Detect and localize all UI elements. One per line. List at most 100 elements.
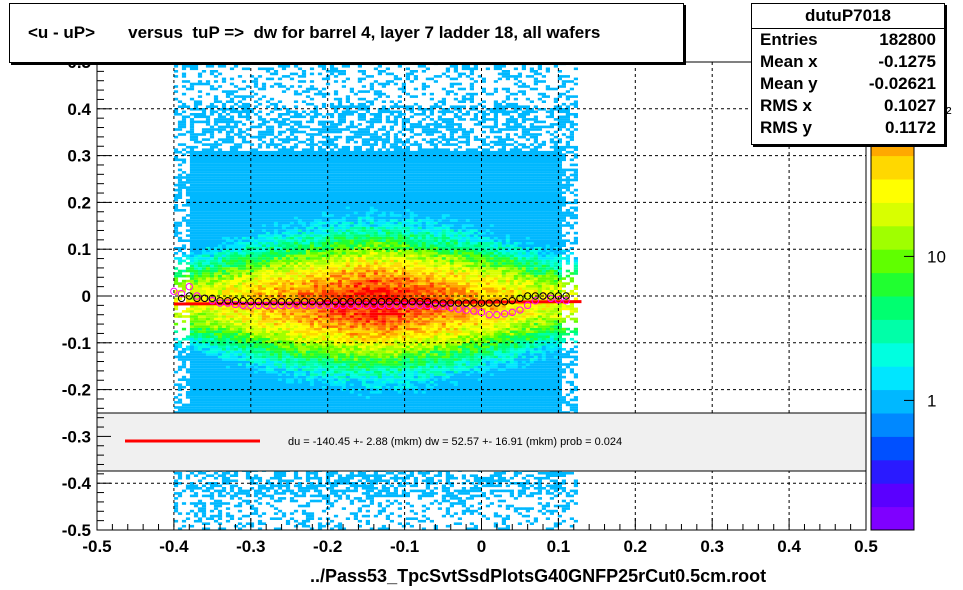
heatmap-cell: [305, 229, 311, 232]
heatmap-cell: [273, 300, 279, 303]
heatmap-cell: [309, 348, 315, 351]
heatmap-cell: [233, 219, 239, 222]
heatmap-cell: [197, 115, 203, 119]
heatmap-cell: [217, 148, 223, 151]
heatmap-cell: [253, 211, 259, 215]
heatmap-cell: [309, 161, 315, 164]
heatmap-cell: [289, 274, 295, 278]
heatmap-cell: [193, 484, 199, 488]
heatmap-cell: [233, 264, 239, 268]
heatmap-cell: [265, 231, 271, 235]
heatmap-cell: [197, 307, 203, 311]
heatmap-cell: [201, 161, 207, 164]
heatmap-cell: [213, 198, 219, 202]
heatmap-cell: [297, 249, 303, 253]
heatmap-cell: [249, 393, 255, 397]
heatmap-cell: [301, 171, 307, 174]
heatmap-cell: [301, 216, 307, 220]
heatmap-cell: [297, 236, 303, 240]
heatmap-cell: [173, 507, 179, 510]
heatmap-cell: [233, 236, 239, 240]
heatmap-cell: [253, 330, 259, 333]
heatmap-cell: [241, 188, 247, 192]
heatmap-cell: [185, 368, 191, 371]
heatmap-cell: [217, 118, 223, 121]
heatmap-cell: [237, 181, 243, 184]
heatmap-cell: [265, 385, 271, 389]
heatmap-cell: [241, 499, 247, 503]
heatmap-cell: [189, 229, 195, 232]
heatmap-cell: [229, 332, 235, 336]
heatmap-cell: [257, 196, 263, 199]
heatmap-cell: [201, 229, 207, 232]
heatmap-cell: [261, 130, 267, 134]
heatmap-cell: [293, 391, 299, 394]
heatmap-cell: [261, 383, 267, 386]
heatmap-cell: [309, 239, 315, 242]
heatmap-cell: [189, 148, 195, 151]
heatmap-cell: [257, 257, 263, 260]
heatmap-cell: [233, 150, 239, 154]
heatmap-cell: [297, 254, 303, 258]
heatmap-cell: [217, 143, 223, 146]
heatmap-cell: [189, 317, 195, 321]
heatmap-cell: [229, 289, 235, 293]
heatmap-cell: [257, 325, 263, 328]
heatmap-cell: [209, 401, 215, 404]
heatmap-cell: [181, 62, 187, 66]
heatmap-cell: [201, 527, 207, 531]
heatmap-cell: [229, 497, 235, 500]
heatmap-cell: [233, 396, 239, 399]
heatmap-cell: [273, 274, 279, 278]
heatmap-cell: [245, 312, 251, 316]
heatmap-cell: [173, 196, 179, 199]
heatmap-cell: [281, 241, 287, 245]
heatmap-cell: [289, 398, 295, 402]
heatmap-cell: [205, 143, 211, 146]
heatmap-cell: [173, 307, 179, 311]
heatmap-cell: [285, 254, 291, 258]
heatmap-cell: [193, 209, 199, 212]
heatmap-cell: [197, 370, 203, 374]
heatmap-cell: [245, 514, 251, 518]
heatmap-cell: [249, 150, 255, 154]
heatmap-cell: [201, 247, 207, 250]
heatmap-cell: [277, 211, 283, 215]
heatmap-cell: [313, 360, 319, 364]
heatmap-cell: [297, 332, 303, 336]
heatmap-cell: [297, 476, 303, 480]
heatmap-cell: [177, 105, 183, 108]
heatmap-cell: [241, 492, 247, 495]
heatmap-cell: [285, 375, 291, 379]
heatmap-cell: [253, 507, 259, 510]
heatmap-cell: [313, 269, 319, 273]
heatmap-cell: [177, 297, 183, 301]
heatmap-cell: [253, 209, 259, 212]
heatmap-cell: [245, 161, 251, 164]
heatmap-cell: [197, 471, 203, 475]
heatmap-cell: [221, 345, 227, 349]
heatmap-cell: [281, 327, 287, 331]
heatmap-cell: [177, 315, 183, 318]
heatmap-cell: [213, 368, 219, 371]
heatmap-cell: [237, 254, 243, 258]
heatmap-cell: [277, 171, 283, 174]
heatmap-cell: [273, 358, 279, 361]
heatmap-cell: [289, 375, 295, 379]
heatmap-cell: [277, 168, 283, 172]
heatmap-cell: [209, 206, 215, 210]
heatmap-cell: [189, 363, 195, 366]
heatmap-cell: [253, 499, 259, 503]
heatmap-cell: [293, 214, 299, 217]
heatmap-cell: [209, 509, 215, 513]
heatmap-cell: [265, 77, 271, 81]
heatmap-cell: [261, 183, 267, 187]
heatmap-cell: [261, 305, 267, 308]
heatmap-cell: [265, 363, 271, 366]
heatmap-cell: [281, 348, 287, 351]
heatmap-cell: [313, 353, 319, 356]
heatmap-cell: [237, 100, 243, 103]
heatmap-cell: [225, 358, 231, 361]
heatmap-cell: [209, 247, 215, 250]
heatmap-cell: [241, 130, 247, 134]
